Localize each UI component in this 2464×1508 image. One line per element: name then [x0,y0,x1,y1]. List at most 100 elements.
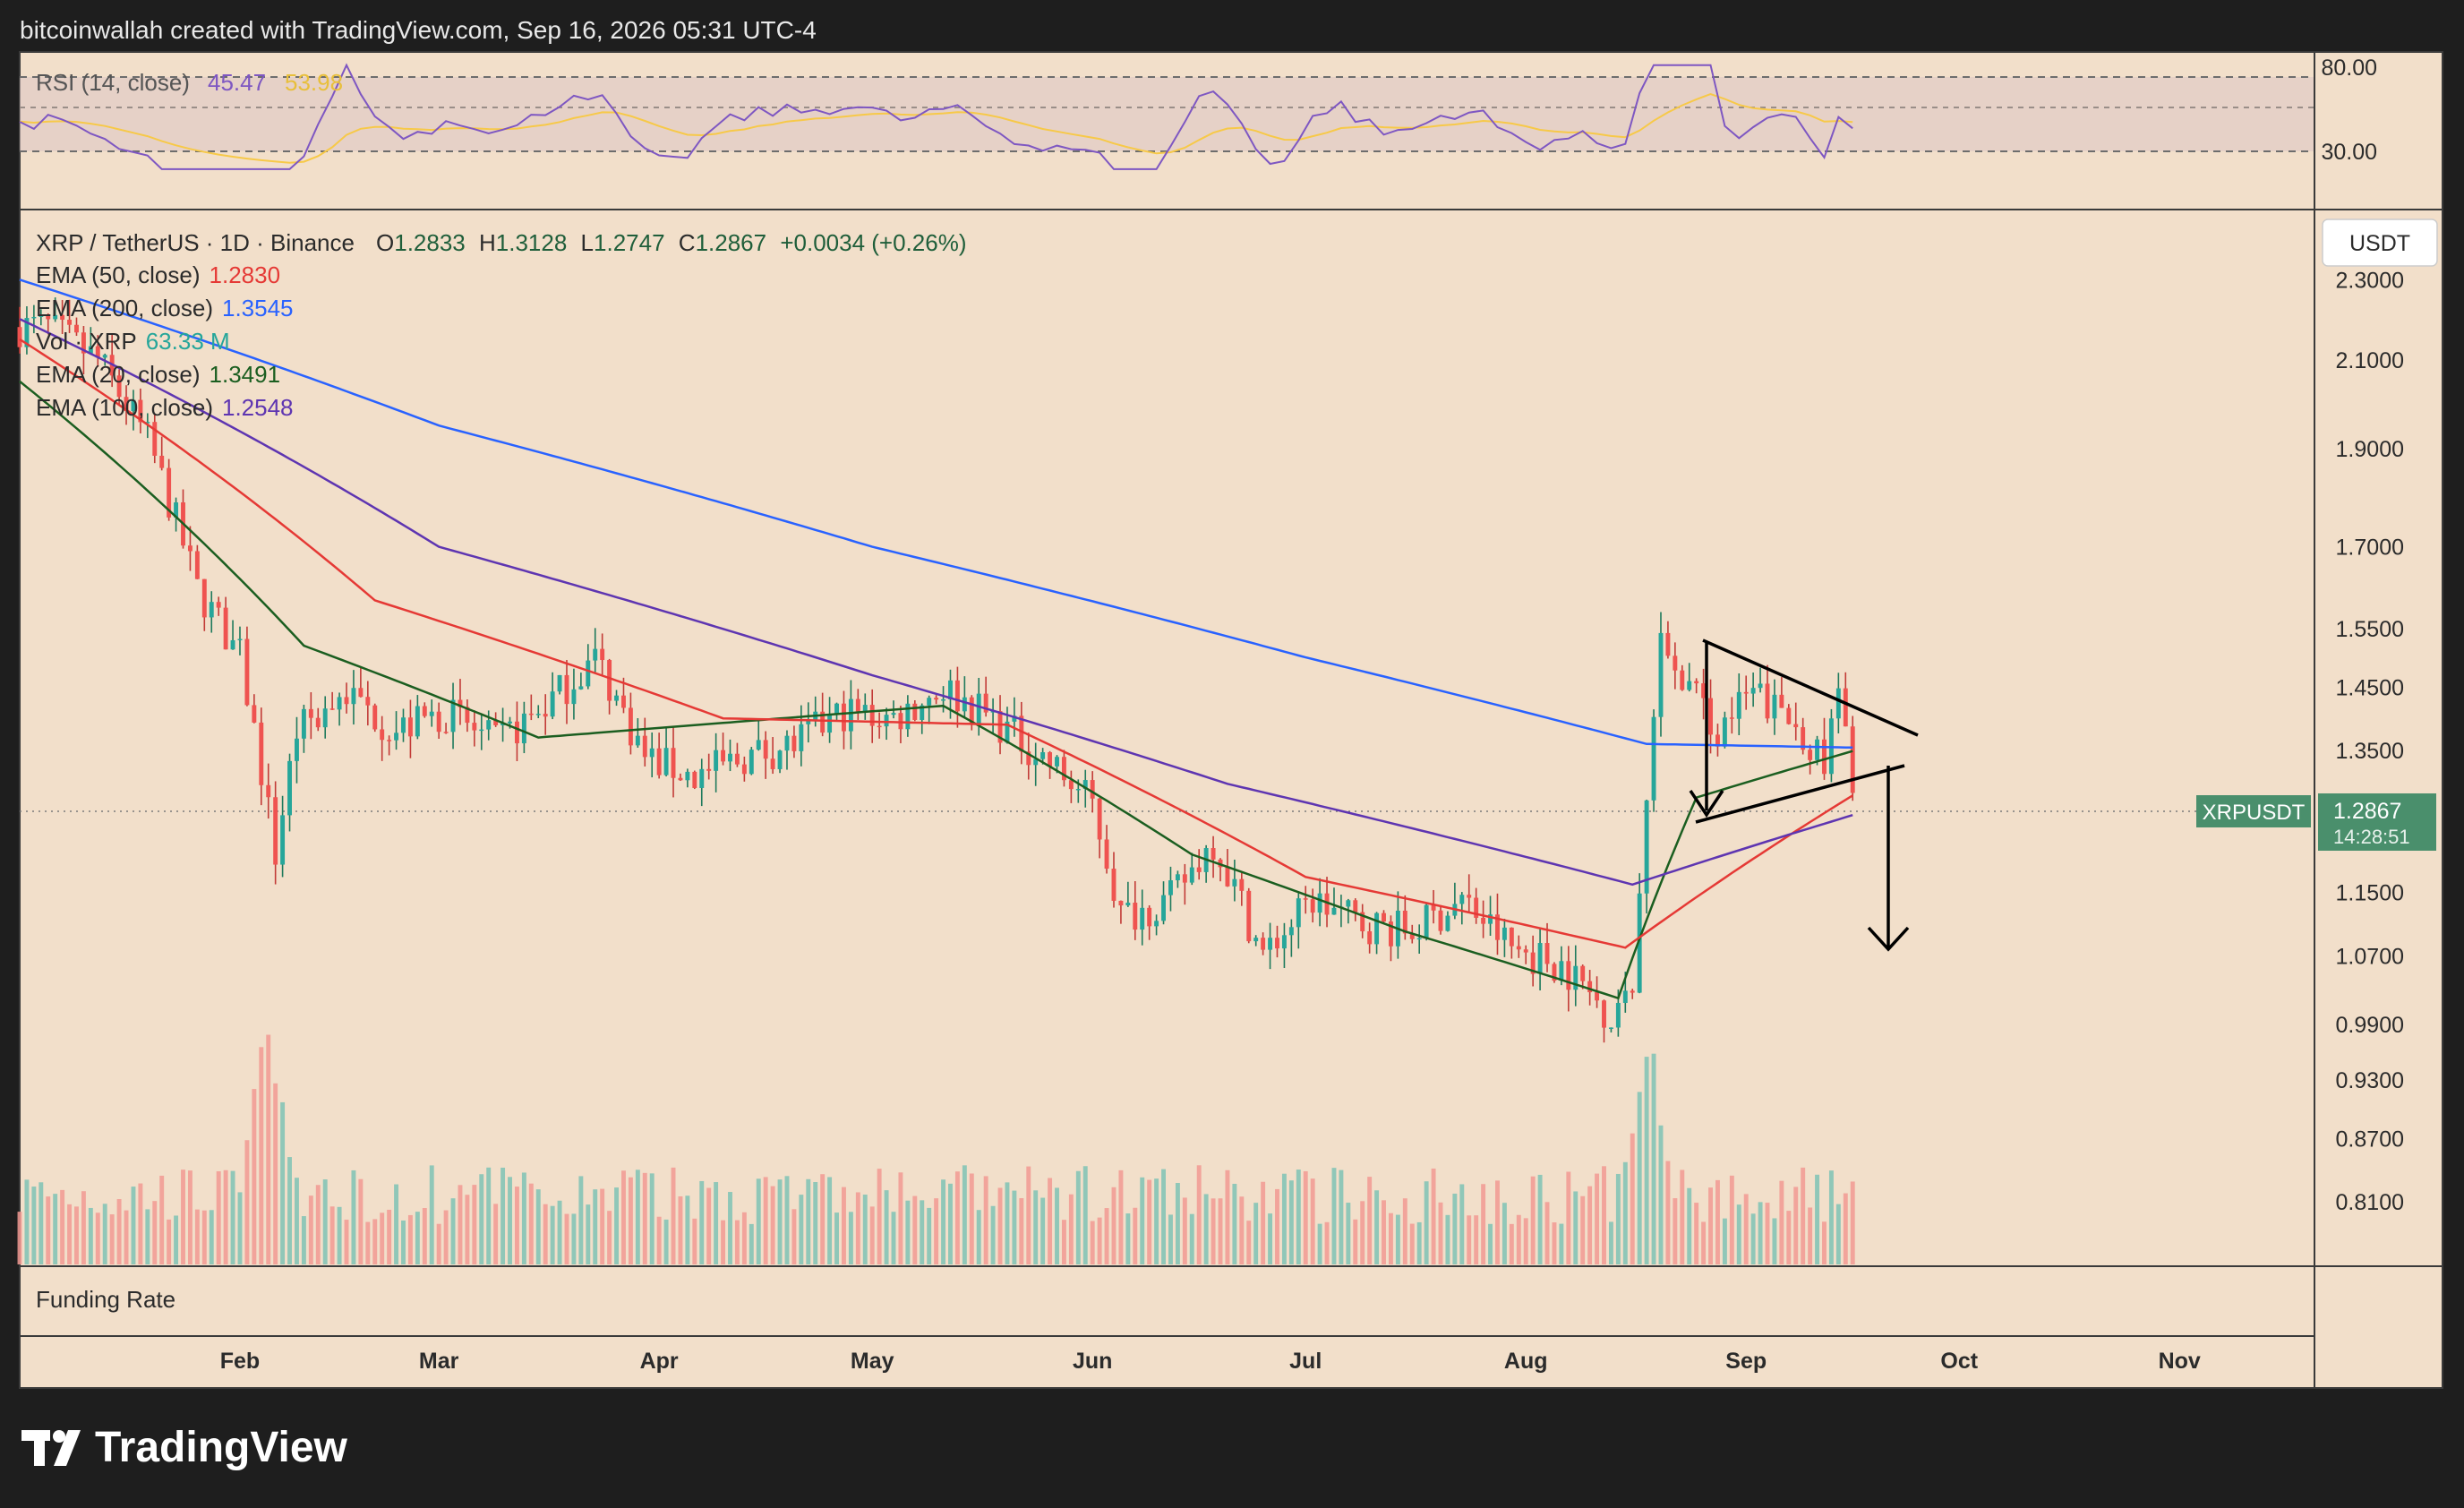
volume-bar [671,1167,676,1264]
candle-body [53,314,58,320]
candle-body [1296,898,1301,928]
volume-bar [1595,1173,1600,1264]
candle-body [1232,878,1237,887]
candle-body [841,703,846,732]
volume-bar [741,1212,747,1264]
currency-button-label[interactable]: USDT [2349,231,2410,256]
candle-body [1552,964,1557,981]
candle-body [1701,683,1707,698]
candle-body [1310,899,1315,913]
volume-bar [905,1200,911,1264]
volume-bar [990,1205,996,1264]
volume-bar [365,1221,371,1264]
candle-body [763,740,768,759]
volume-bar [997,1187,1003,1264]
volume-bar [237,1192,243,1264]
candle-body [295,738,299,761]
volume-bar [1388,1212,1393,1264]
volume-bar [813,1182,818,1264]
volume-bar [934,1198,939,1264]
candle-body [465,707,470,724]
candle-body [741,764,747,775]
candle [1502,919,1507,957]
month-tick-label: Jun [1073,1349,1112,1374]
candle-body [969,697,974,724]
currency-button[interactable]: USDT [2322,218,2438,267]
candle-body [237,638,243,641]
volume-bar [1758,1202,1763,1264]
volume-bar [273,1083,278,1264]
volume-bar [855,1192,860,1264]
candle [614,690,619,707]
candle [1268,922,1273,970]
candle [401,708,406,742]
candle [1331,887,1337,915]
candle-body [749,750,754,775]
volume-bar [1140,1177,1145,1264]
volume-bar [564,1213,569,1264]
rsi-value: 45.47 [208,69,266,96]
candle-body [1246,890,1252,942]
candle-body [1673,655,1678,671]
candle-body [1516,946,1521,950]
volume-bar [663,1219,669,1264]
candle-body [1019,715,1024,752]
candle-body [1495,914,1500,940]
candle-body [74,324,79,333]
volume-bar [394,1184,399,1264]
currency-button-bg[interactable] [2322,218,2438,267]
candle-body [244,638,250,706]
candle-body [777,750,783,769]
volume-bar [194,1209,200,1264]
candle [230,620,235,650]
candle [1232,859,1237,902]
candle-body [1630,990,1635,993]
candle-body [88,346,93,354]
rsi-band [20,77,2314,151]
volume-bar [656,1216,662,1264]
price-tick-label: 0.8100 [2336,1190,2404,1215]
candle [1687,663,1692,692]
candle [1175,870,1180,888]
candle [763,731,768,779]
candle [1253,935,1259,947]
candle [266,763,271,819]
candle [877,712,882,739]
indicator-legend-label: EMA (100, close) [36,394,213,421]
candle [607,658,612,715]
candle [280,795,286,878]
candle [784,730,790,770]
candle-body [1779,694,1784,708]
candle-body [1012,715,1017,722]
candle-body [159,455,165,468]
candle-body [1544,943,1550,964]
candle [1168,866,1173,912]
volume-bar [983,1176,988,1264]
volume-bar [301,1216,306,1264]
volume-bar [201,1210,207,1264]
candle [962,676,967,718]
candle-body [1680,670,1685,690]
candle-body [862,705,868,712]
volume-bar [187,1170,192,1264]
candle [1416,924,1422,955]
volume-bar [628,1177,633,1264]
candle-body [614,695,619,701]
candle [1587,970,1593,1006]
candle [1758,667,1763,693]
candle-body [81,332,86,354]
candle-body [1580,965,1586,981]
volume-bar [1680,1170,1685,1264]
candle-body [806,720,811,724]
candle-body [1438,910,1443,931]
volume-bar [1673,1198,1678,1264]
candle-body [948,680,953,699]
price-tag-value-box [2318,793,2436,851]
candle [394,711,399,750]
candle [1161,881,1166,925]
volume-bar [1275,1188,1279,1264]
indicator-legend-value: 1.3491 [210,361,281,388]
volume-bar [508,1177,512,1264]
volume-bar [1786,1211,1792,1264]
volume-bar [1502,1203,1507,1264]
